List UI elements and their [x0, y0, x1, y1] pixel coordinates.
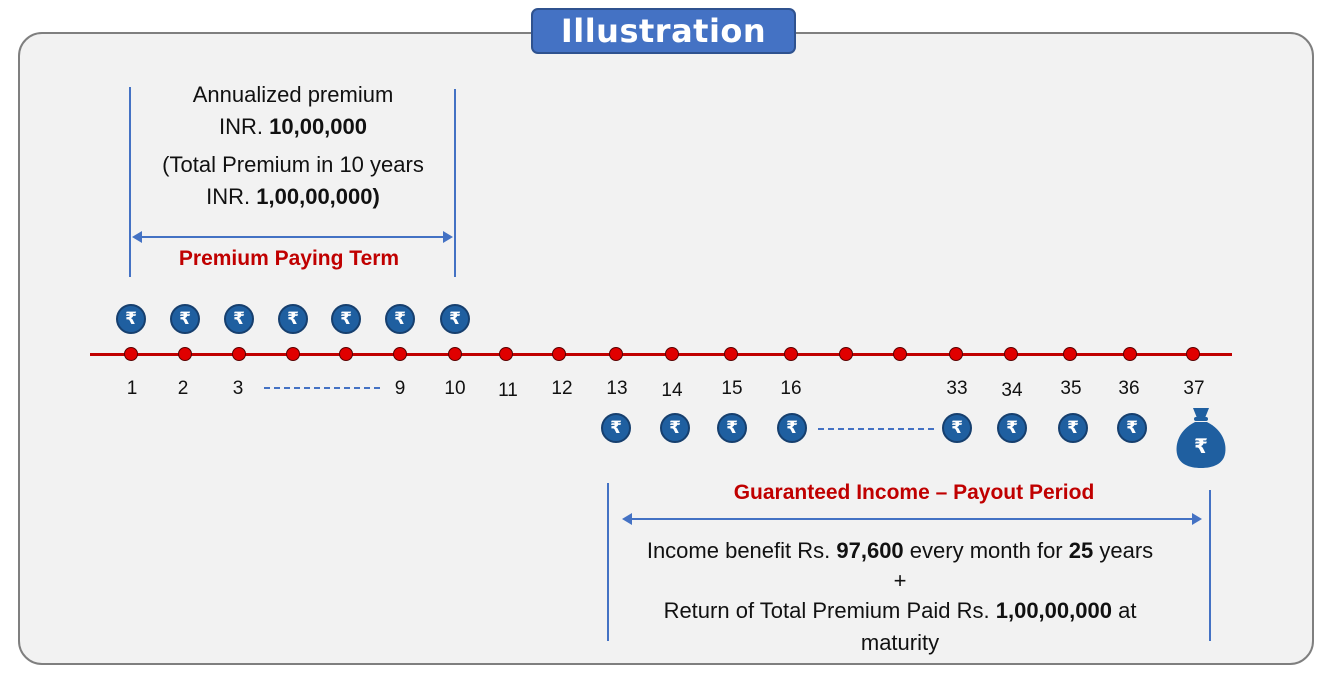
timeline-dot [448, 347, 462, 361]
timeline-year-label: 37 [1183, 378, 1205, 399]
timeline-dot [949, 347, 963, 361]
rupee-coin-icon: ₹ [331, 304, 361, 334]
total-premium-amount: INR. 1,00,00,000) [206, 184, 380, 209]
timeline-dot [724, 347, 738, 361]
timeline-dot [499, 347, 513, 361]
timeline-year-label: 2 [177, 378, 189, 399]
premium-text-block: Annualized premium INR. 10,00,000 (Total… [133, 82, 453, 210]
timeline-dot [839, 347, 853, 361]
rupee-coin-icon: ₹ [116, 304, 146, 334]
annualized-premium-label: Annualized premium [192, 82, 394, 107]
premium-term-arrow [132, 231, 453, 243]
timeline-year-label: 1 [126, 378, 138, 399]
timeline-dot [1004, 347, 1018, 361]
return-of-premium-line: Return of Total Premium Paid Rs. 1,00,00… [663, 598, 1137, 623]
timeline-year-label: 16 [780, 378, 802, 399]
rupee-coin-icon: ₹ [440, 304, 470, 334]
rupee-coin-icon: ₹ [660, 413, 690, 443]
premium-gap-dashes [264, 387, 380, 389]
rupee-coin-icon: ₹ [224, 304, 254, 334]
timeline-year-label: 3 [232, 378, 244, 399]
payout-text-block: Income benefit Rs. 97,600 every month fo… [600, 535, 1200, 659]
timeline-year-label: 34 [1001, 380, 1023, 401]
timeline-axis [90, 353, 1232, 356]
timeline-dot [1186, 347, 1200, 361]
svg-text:₹: ₹ [1194, 434, 1208, 458]
payout-right-boundary [1209, 490, 1211, 641]
timeline-year-label: 36 [1118, 378, 1140, 399]
timeline-dot [893, 347, 907, 361]
rupee-coin-icon: ₹ [278, 304, 308, 334]
timeline-dot [1063, 347, 1077, 361]
payout-left-boundary [607, 483, 609, 641]
illustration-title: Illustration [531, 8, 796, 54]
timeline-dot [286, 347, 300, 361]
payout-period-title: Guaranteed Income – Payout Period [733, 481, 1095, 504]
timeline-year-label: 14 [661, 380, 683, 401]
rupee-coin-icon: ₹ [170, 304, 200, 334]
rupee-coin-icon: ₹ [1058, 413, 1088, 443]
rupee-coin-icon: ₹ [601, 413, 631, 443]
premium-paying-term-label: Premium Paying Term [178, 247, 400, 270]
timeline-dot [393, 347, 407, 361]
timeline-dot [339, 347, 353, 361]
rupee-coin-icon: ₹ [717, 413, 747, 443]
timeline-dot [232, 347, 246, 361]
timeline-year-label: 10 [444, 378, 466, 399]
timeline-dot [784, 347, 798, 361]
timeline-year-label: 13 [606, 378, 628, 399]
rupee-coin-icon: ₹ [385, 304, 415, 334]
timeline-year-label: 15 [721, 378, 743, 399]
maturity-label: maturity [860, 630, 940, 655]
timeline-dot [178, 347, 192, 361]
timeline-year-label: 12 [551, 378, 573, 399]
timeline-dot [609, 347, 623, 361]
income-benefit-line: Income benefit Rs. 97,600 every month fo… [646, 538, 1154, 563]
rupee-coin-icon: ₹ [1117, 413, 1147, 443]
timeline-dot [1123, 347, 1137, 361]
total-premium-label: (Total Premium in 10 years [162, 152, 424, 177]
rupee-coin-icon: ₹ [997, 413, 1027, 443]
timeline-year-label: 35 [1060, 378, 1082, 399]
premium-right-boundary [454, 89, 456, 277]
timeline-year-label: 11 [498, 380, 518, 401]
timeline-dot [665, 347, 679, 361]
rupee-coin-icon: ₹ [777, 413, 807, 443]
timeline-year-label: 33 [946, 378, 968, 399]
payout-period-arrow [622, 513, 1202, 525]
money-bag-icon: ₹ [1176, 408, 1226, 468]
annualized-premium-amount: INR. 10,00,000 [219, 114, 367, 139]
plus-sign: + [893, 568, 907, 593]
timeline-dot [552, 347, 566, 361]
rupee-coin-icon: ₹ [942, 413, 972, 443]
payout-gap-dashes [818, 428, 934, 430]
timeline-dot [124, 347, 138, 361]
timeline-year-label: 9 [394, 378, 406, 399]
premium-left-boundary [129, 87, 131, 277]
